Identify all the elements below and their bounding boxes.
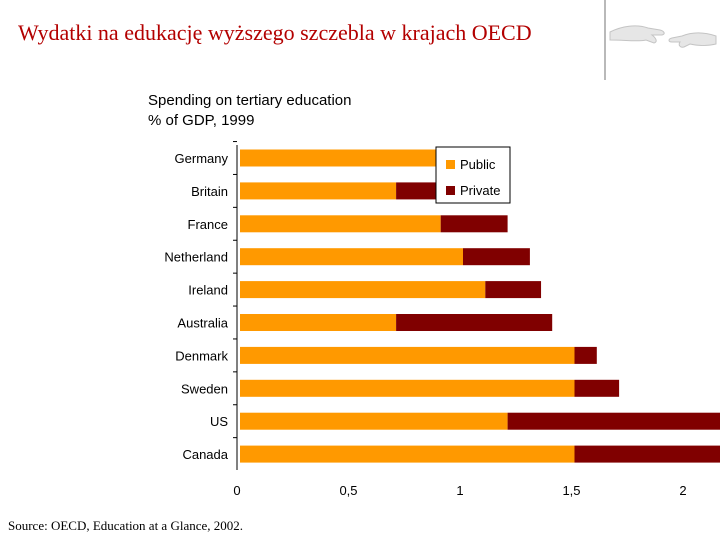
- bar-public-canada: [240, 445, 575, 463]
- bar-public-france: [240, 215, 441, 233]
- bar-public-australia: [240, 314, 397, 331]
- bar-public-netherland: [240, 248, 463, 266]
- bar-private-us: [507, 412, 720, 430]
- source-note: Source: OECD, Education at a Glance, 200…: [8, 518, 244, 533]
- legend-private-label: Private: [460, 183, 500, 198]
- legend-private-swatch: [446, 186, 455, 195]
- bar-public-us: [240, 412, 508, 430]
- chart-title-block: Spending on tertiary education % of GDP,…: [148, 91, 351, 131]
- legend: Public Private: [435, 146, 511, 204]
- category-label: Netherland: [164, 250, 228, 265]
- chart-subtitle: % of GDP, 1999: [148, 112, 255, 129]
- x-tick-label: 1,5: [562, 483, 580, 498]
- bar-private-canada: [574, 445, 720, 463]
- x-tick-label: 0,5: [339, 483, 357, 498]
- y-axis-ticks: [233, 141, 237, 439]
- legend-public-swatch: [446, 160, 455, 169]
- category-labels: Germany Britain France Netherland Ireland Aus…: [164, 151, 228, 462]
- bar-public-germany: [240, 149, 441, 167]
- bar-public-britain: [240, 182, 397, 200]
- bar-private-australia: [396, 314, 553, 331]
- category-label: Denmark: [175, 348, 228, 363]
- bar-public-sweden: [240, 379, 575, 397]
- bar-private-sweden: [574, 379, 620, 397]
- category-label: US: [210, 414, 228, 429]
- bar-private-netherland: [463, 248, 530, 266]
- x-tick-label: 2: [679, 483, 686, 498]
- slide-title: Wydatki na edukację wyższego szczebla w …: [18, 20, 532, 45]
- category-label: Canada: [182, 447, 228, 462]
- category-label: France: [188, 217, 228, 232]
- category-label: Germany: [175, 151, 229, 166]
- bar-public-denmark: [240, 346, 575, 364]
- x-axis-tick-labels: 00,511,522,5: [233, 483, 686, 498]
- hands-illustration-icon: [609, 25, 717, 48]
- category-label: Britain: [191, 184, 228, 199]
- x-tick-label: 0: [233, 483, 240, 498]
- category-label: Sweden: [181, 381, 228, 396]
- bar-public-ireland: [240, 281, 486, 299]
- bar-private-ireland: [485, 281, 542, 299]
- legend-public-label: Public: [460, 157, 496, 172]
- bar-private-denmark: [574, 346, 597, 364]
- category-label: Australia: [177, 316, 228, 331]
- category-label: Ireland: [188, 283, 228, 298]
- bar-private-france: [440, 215, 508, 233]
- x-tick-label: 1: [456, 483, 463, 498]
- header-divider: [604, 0, 606, 80]
- chart-title: Spending on tertiary education: [148, 92, 352, 109]
